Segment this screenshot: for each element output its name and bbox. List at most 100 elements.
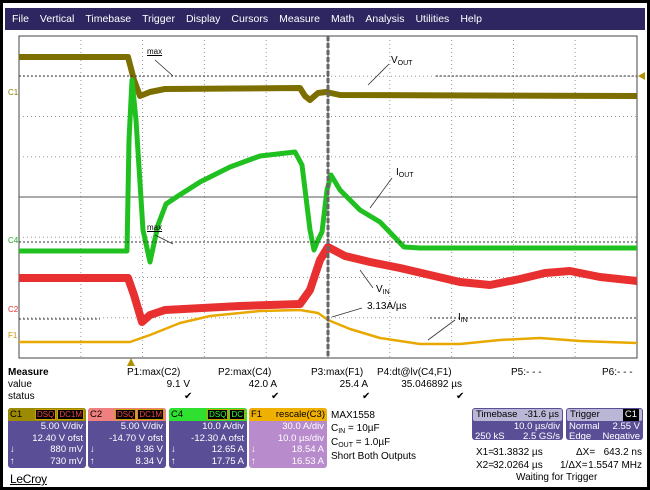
max-label-c4: max xyxy=(147,223,163,232)
c1-vdiv: 5.00 V/div xyxy=(40,421,83,432)
channel-f1-box[interactable]: F1 rescale(C3) 30.0 A/div 10.0 µs/div ↓ 18… xyxy=(249,408,327,468)
measure-status-label: status xyxy=(8,391,35,402)
status-check-icon: ✔ xyxy=(362,391,371,402)
measure-param-value: 42.0 A xyxy=(248,379,277,390)
c1-down: 880 mV xyxy=(50,444,83,455)
trigger-label: Trigger xyxy=(570,409,600,420)
measure-param-value: 9.1 V xyxy=(166,379,190,390)
vin-sub: IN xyxy=(382,289,390,296)
vout-label: VOUT xyxy=(391,55,413,67)
c1-offset: 12.40 V ofst xyxy=(32,432,83,444)
trigger-type: Edge xyxy=(569,430,592,442)
menu-display[interactable]: Display xyxy=(185,13,221,25)
iout-label: IOUT xyxy=(396,167,414,179)
down-arrow-icon: ↓ xyxy=(10,444,15,455)
measure-param-name[interactable]: P2:max(C4) xyxy=(218,367,272,378)
c2-id: C2 xyxy=(90,409,103,420)
c4-marker[interactable]: C4 xyxy=(8,236,19,245)
status-check-icon: ✔ xyxy=(271,391,280,402)
measure-param-name[interactable]: P5:- - - xyxy=(511,367,542,378)
vout-sub: OUT xyxy=(397,60,413,67)
c2-offset: -14.70 V ofst xyxy=(109,432,163,444)
menu-trigger[interactable]: Trigger xyxy=(142,13,175,25)
f1-id: F1 xyxy=(251,409,263,420)
down-arrow-icon: ↓ xyxy=(171,444,176,455)
cursor-dx: 643.2 ns xyxy=(603,447,642,458)
menu-file[interactable]: File xyxy=(12,13,29,25)
notes: MAX1558 CIN = 10µF COUT = 1.0µF Short Bo… xyxy=(331,409,416,463)
cursor-readout: X1= 31.3832 µs ΔX= 643.2 ns X2= 32.0264 µs 1/… xyxy=(476,447,642,471)
part-number: MAX1558 xyxy=(331,410,375,421)
max-label-c1: max xyxy=(147,47,163,56)
vin-main: V xyxy=(376,284,383,295)
slope-label: 3.13A/µs xyxy=(367,301,407,312)
c1-tag: DC1M xyxy=(57,409,84,420)
f1-marker[interactable]: F1 xyxy=(8,331,18,340)
c1-marker[interactable]: C1 xyxy=(8,88,19,97)
iin-sub: IN xyxy=(460,317,468,324)
iout-main: I xyxy=(396,167,399,178)
c4-vdiv: 10.0 A/div xyxy=(202,421,244,432)
menu-math[interactable]: Math xyxy=(331,13,355,25)
channel-c1-box[interactable]: C1 DSQ DC1M 5.00 V/div 12.40 V ofst ↓ 880 m… xyxy=(8,408,86,468)
c2-up: 8.34 V xyxy=(135,455,163,467)
c4-tag: DC xyxy=(229,409,245,420)
menu-cursors[interactable]: Cursors xyxy=(231,13,269,25)
trigger-position-marker xyxy=(127,358,135,366)
measure-param-value: 25.4 A xyxy=(339,379,368,390)
c1-tag: DSQ xyxy=(34,409,57,420)
trigger-mode: Normal xyxy=(569,421,600,432)
trigger-box[interactable]: Trigger C1 Normal 2.55 V Edge Negative xyxy=(566,408,643,442)
menu-help[interactable]: Help xyxy=(460,13,482,25)
up-arrow-icon: ↑ xyxy=(90,455,95,467)
c1-up: 730 mV xyxy=(50,455,83,467)
c4-tag: DSQ xyxy=(207,409,229,420)
timebase-box[interactable]: Timebase -31.6 µs 10.0 µs/div 250 kS 2.5 G… xyxy=(472,408,563,442)
channel-c2-box[interactable]: C2 DSQ DC1M 5.00 V/div -14.70 V ofst ↓ 8.36… xyxy=(88,408,166,468)
measure-param-value: 35.046892 µs xyxy=(401,379,462,390)
timebase-label: Timebase xyxy=(476,409,518,420)
channel-c4-box[interactable]: C4 DSQ DC 10.0 A/div -12.30 A ofst ↓ 12.65 … xyxy=(169,408,247,468)
trigger-level: 2.55 V xyxy=(612,421,640,432)
menu-measure[interactable]: Measure xyxy=(279,13,321,25)
menu-utilities[interactable]: Utilities xyxy=(415,13,450,25)
c1-id: C1 xyxy=(10,409,23,420)
c4-up: 17.75 A xyxy=(211,455,244,467)
measure-param-name[interactable]: P6:- - - xyxy=(602,367,633,378)
menu-bar: File Vertical Timebase Trigger Display C… xyxy=(5,8,645,30)
up-arrow-icon: ↑ xyxy=(10,455,15,467)
iin-label: IIN xyxy=(458,312,468,324)
cursor-inv-dx: 1.5547 MHz xyxy=(588,460,642,471)
c2-marker[interactable]: C2 xyxy=(8,305,19,314)
vout-main: V xyxy=(391,55,398,66)
f1-tag: rescale(C3) xyxy=(275,409,325,420)
status-text: Waiting for Trigger xyxy=(516,472,598,483)
cursor-x1: 31.3832 µs xyxy=(493,447,543,458)
trace-c2 xyxy=(19,243,638,326)
menu-vertical[interactable]: Vertical xyxy=(39,13,75,25)
f1-down: 18.54 A xyxy=(291,444,324,455)
trigger-slope: Negative xyxy=(602,430,641,442)
status-check-icon: ✔ xyxy=(184,391,193,402)
f1-tdiv: 10.0 µs/div xyxy=(277,432,324,444)
iin-main: I xyxy=(458,312,461,323)
c2-vdiv: 5.00 V/div xyxy=(120,421,163,432)
menu-timebase[interactable]: Timebase xyxy=(85,13,132,25)
c4-offset: -12.30 A ofst xyxy=(191,432,244,444)
timebase-samples: 250 kS xyxy=(475,430,505,442)
cout-note: COUT = 1.0µF xyxy=(331,437,391,449)
timebase-delay: -31.6 µs xyxy=(524,409,559,420)
vin-label: VIN xyxy=(376,284,390,296)
measure-param-name[interactable]: P1:max(C2) xyxy=(127,367,181,378)
measure-param-name[interactable]: P3:max(F1) xyxy=(311,367,364,378)
measure-param-name[interactable]: P4:dt@lv(C4,F1) xyxy=(377,367,452,378)
status-check-icon: ✔ xyxy=(456,391,465,402)
annotation-leaders xyxy=(154,59,456,341)
timebase-tdiv: 10.0 µs/div xyxy=(513,421,560,432)
c4-down: 12.65 A xyxy=(211,444,244,455)
test-description: Short Both Outputs xyxy=(331,451,417,462)
up-arrow-icon: ↑ xyxy=(171,455,176,467)
waveform-display[interactable] xyxy=(0,0,650,368)
menu-analysis[interactable]: Analysis xyxy=(365,13,405,25)
c2-down: 8.36 V xyxy=(135,444,163,455)
